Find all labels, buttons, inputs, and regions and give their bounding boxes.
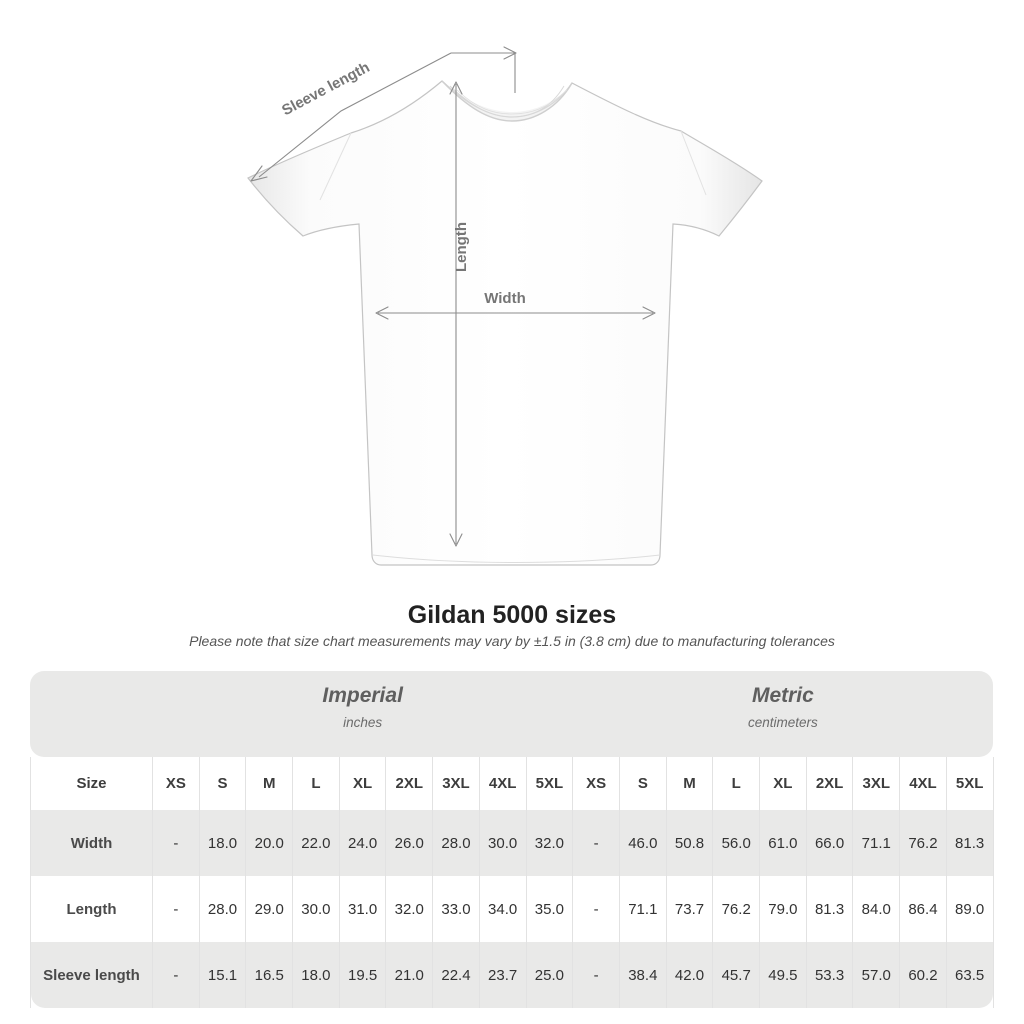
svg-text:Width: Width — [484, 290, 526, 307]
svg-text:Sleeve length: Sleeve length — [279, 59, 372, 119]
svg-text:Length: Length — [453, 222, 470, 272]
